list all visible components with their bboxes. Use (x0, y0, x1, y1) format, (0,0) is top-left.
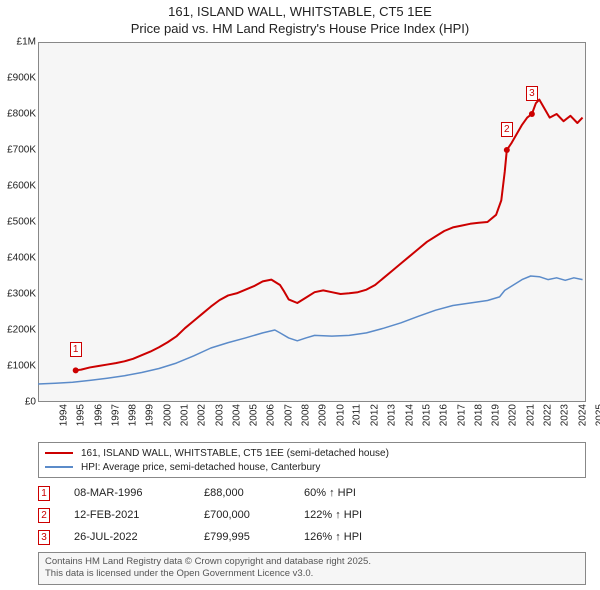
legend-label: HPI: Average price, semi-detached house,… (81, 462, 320, 473)
x-tick-label: 2012 (369, 404, 380, 426)
x-tick-label: 2013 (387, 404, 398, 426)
x-tick-label: 1997 (110, 404, 121, 426)
sales-price: £799,995 (204, 531, 304, 543)
sales-row: 1 08-MAR-1996 £88,000 60% ↑ HPI (38, 482, 586, 504)
x-tick-label: 1994 (58, 404, 69, 426)
y-tick-label: £600K (7, 181, 36, 192)
x-tick-label: 2010 (335, 404, 346, 426)
sales-date: 08-MAR-1996 (74, 487, 204, 499)
y-tick-label: £200K (7, 325, 36, 336)
x-tick-label: 2024 (577, 404, 588, 426)
x-tick-label: 2000 (162, 404, 173, 426)
legend-swatch (45, 466, 73, 468)
sale-dot (529, 111, 535, 117)
y-tick-label: £700K (7, 145, 36, 156)
sales-marker: 2 (38, 508, 50, 523)
sales-marker: 3 (38, 530, 50, 545)
x-tick-label: 2022 (542, 404, 553, 426)
x-tick-label: 2017 (456, 404, 467, 426)
x-tick-label: 2001 (179, 404, 190, 426)
x-tick-label: 1998 (127, 404, 138, 426)
y-tick-label: £900K (7, 73, 36, 84)
series-subject (76, 100, 583, 371)
title-block: 161, ISLAND WALL, WHITSTABLE, CT5 1EE Pr… (0, 0, 600, 40)
chart-marker: 3 (526, 86, 538, 101)
x-tick-label: 1995 (76, 404, 87, 426)
x-tick-label: 1996 (93, 404, 104, 426)
sales-price: £88,000 (204, 487, 304, 499)
footer-line-2: This data is licensed under the Open Gov… (45, 568, 579, 580)
footer: Contains HM Land Registry data © Crown c… (38, 552, 586, 585)
y-tick-label: £800K (7, 109, 36, 120)
chart-container: 161, ISLAND WALL, WHITSTABLE, CT5 1EE Pr… (0, 0, 600, 590)
y-tick-label: £500K (7, 217, 36, 228)
y-tick-label: £0 (25, 397, 36, 408)
x-tick-label: 2021 (525, 404, 536, 426)
x-tick-label: 2023 (560, 404, 571, 426)
sales-pct: 60% ↑ HPI (304, 487, 414, 499)
series-hpi (38, 276, 583, 384)
sales-table: 1 08-MAR-1996 £88,000 60% ↑ HPI 2 12-FEB… (38, 482, 586, 548)
y-tick-label: £400K (7, 253, 36, 264)
x-tick-label: 2018 (473, 404, 484, 426)
sales-date: 26-JUL-2022 (74, 531, 204, 543)
plot-svg (38, 42, 586, 402)
x-tick-label: 2014 (404, 404, 415, 426)
y-tick-label: £100K (7, 361, 36, 372)
chart-marker: 1 (70, 342, 82, 357)
x-tick-label: 2025 (594, 404, 600, 426)
sale-dot (504, 147, 510, 153)
sales-row: 3 26-JUL-2022 £799,995 126% ↑ HPI (38, 526, 586, 548)
y-tick-label: £1M (17, 37, 36, 48)
sales-date: 12-FEB-2021 (74, 509, 204, 521)
sale-dot (73, 367, 79, 373)
x-tick-label: 2002 (197, 404, 208, 426)
footer-line-1: Contains HM Land Registry data © Crown c… (45, 556, 579, 568)
sales-marker: 1 (38, 486, 50, 501)
chart-marker: 2 (501, 122, 513, 137)
legend-swatch (45, 452, 73, 454)
x-tick-label: 2007 (283, 404, 294, 426)
x-tick-label: 2016 (439, 404, 450, 426)
x-tick-label: 2005 (248, 404, 259, 426)
x-tick-label: 2006 (266, 404, 277, 426)
sales-row: 2 12-FEB-2021 £700,000 122% ↑ HPI (38, 504, 586, 526)
sales-price: £700,000 (204, 509, 304, 521)
legend-row: HPI: Average price, semi-detached house,… (45, 460, 579, 474)
x-tick-label: 2004 (231, 404, 242, 426)
x-tick-label: 2019 (490, 404, 501, 426)
x-tick-label: 2011 (351, 404, 362, 426)
title-line-1: 161, ISLAND WALL, WHITSTABLE, CT5 1EE (0, 4, 600, 21)
x-tick-label: 1999 (145, 404, 156, 426)
title-line-2: Price paid vs. HM Land Registry's House … (0, 21, 600, 38)
legend-row: 161, ISLAND WALL, WHITSTABLE, CT5 1EE (s… (45, 446, 579, 460)
legend: 161, ISLAND WALL, WHITSTABLE, CT5 1EE (s… (38, 442, 586, 478)
x-tick-label: 2009 (318, 404, 329, 426)
y-tick-label: £300K (7, 289, 36, 300)
legend-label: 161, ISLAND WALL, WHITSTABLE, CT5 1EE (s… (81, 448, 389, 459)
sales-pct: 126% ↑ HPI (304, 531, 414, 543)
x-tick-label: 2015 (421, 404, 432, 426)
x-tick-label: 2008 (300, 404, 311, 426)
x-tick-label: 2003 (214, 404, 225, 426)
sales-pct: 122% ↑ HPI (304, 509, 414, 521)
x-tick-label: 2020 (508, 404, 519, 426)
